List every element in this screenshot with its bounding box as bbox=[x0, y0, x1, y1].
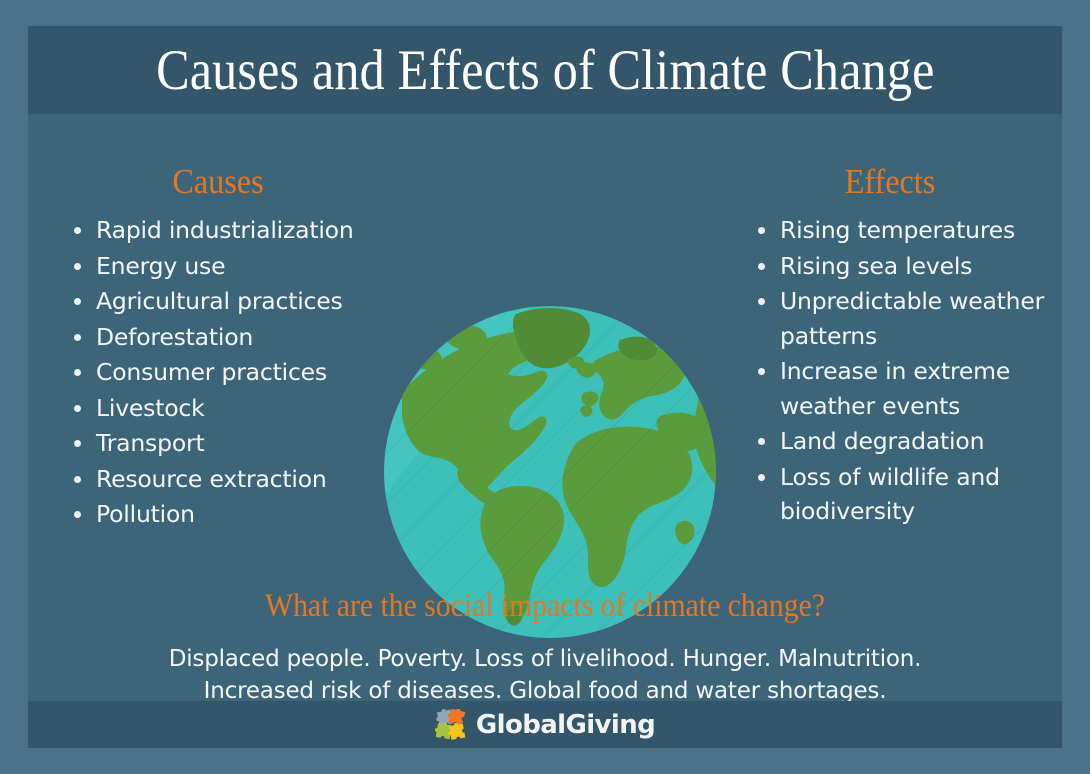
bullet-dot-icon bbox=[758, 438, 765, 445]
list-item-label: Resource extraction bbox=[96, 464, 327, 493]
bullet-dot-icon bbox=[758, 298, 765, 305]
social-impacts-question: What are the social impacts of climate c… bbox=[265, 588, 825, 624]
list-item: Transport bbox=[60, 426, 408, 461]
list-item-label: Energy use bbox=[96, 251, 226, 280]
list-item-label: Rapid industrialization bbox=[96, 216, 354, 244]
title-band: Causes and Effects of Climate Change bbox=[28, 26, 1062, 114]
list-item: Livestock bbox=[60, 391, 408, 426]
bullet-dot-icon bbox=[74, 227, 81, 234]
social-impacts-section: What are the social impacts of climate c… bbox=[28, 564, 1062, 707]
globe-container bbox=[380, 202, 720, 652]
list-item: Unpredictable weather patterns bbox=[744, 284, 1062, 353]
causes-heading: Causes bbox=[172, 162, 264, 201]
list-item-label: Deforestation bbox=[96, 322, 254, 351]
bullet-dot-icon bbox=[74, 404, 81, 412]
bullet-dot-icon bbox=[74, 440, 81, 447]
social-impacts-line-2: Increased risk of diseases. Global food … bbox=[203, 678, 887, 704]
list-item: Resource extraction bbox=[60, 462, 408, 497]
social-impacts-body: Displaced people. Poverty. Loss of livel… bbox=[28, 643, 1062, 707]
effects-heading: Effects bbox=[844, 162, 936, 201]
bullet-dot-icon bbox=[74, 262, 81, 270]
bullet-dot-icon bbox=[74, 475, 81, 483]
list-item-label: Unpredictable weather patterns bbox=[780, 287, 1045, 350]
list-item: Deforestation bbox=[60, 320, 408, 355]
list-item: Increase in extreme weather events bbox=[744, 354, 1062, 423]
social-impacts-line-1: Displaced people. Poverty. Loss of livel… bbox=[168, 646, 922, 672]
list-item: Land degradation bbox=[744, 424, 1062, 459]
list-item: Energy use bbox=[60, 249, 408, 284]
list-item-label: Increase in extreme weather events bbox=[780, 357, 1011, 420]
causes-list: Rapid industrialization Energy use Agric… bbox=[60, 213, 408, 532]
bullet-dot-icon bbox=[74, 369, 81, 376]
list-item-label: Consumer practices bbox=[96, 358, 327, 386]
list-item: Rising temperatures bbox=[744, 213, 1062, 248]
bullet-dot-icon bbox=[74, 511, 81, 518]
effects-column: Effects Rising temperatures Rising sea l… bbox=[718, 114, 1062, 530]
list-item: Rising sea levels bbox=[744, 249, 1062, 284]
footer-band: GlobalGiving bbox=[28, 701, 1062, 748]
columns-container: Causes Rapid industrialization Energy us… bbox=[28, 114, 1062, 638]
infographic-panel: Causes and Effects of Climate Change Cau… bbox=[28, 26, 1062, 748]
list-item-label: Agricultural practices bbox=[96, 287, 343, 315]
bullet-dot-icon bbox=[74, 298, 81, 305]
bullet-dot-icon bbox=[758, 473, 765, 481]
effects-list: Rising temperatures Rising sea levels Un… bbox=[744, 213, 1062, 529]
list-item-label: Land degradation bbox=[780, 427, 985, 455]
list-item-label: Transport bbox=[96, 429, 205, 457]
globalgiving-puzzle-logo-icon bbox=[434, 708, 466, 740]
bullet-dot-icon bbox=[758, 262, 765, 270]
causes-column: Causes Rapid industrialization Energy us… bbox=[28, 114, 408, 533]
list-item: Loss of wildlife and biodiversity bbox=[744, 460, 1062, 529]
bullet-dot-icon bbox=[758, 368, 765, 375]
list-item-label: Rising temperatures bbox=[780, 216, 1016, 244]
list-item-label: Rising sea levels bbox=[780, 251, 973, 280]
globalgiving-wordmark: GlobalGiving bbox=[475, 709, 656, 740]
bullet-dot-icon bbox=[74, 333, 81, 341]
page-title: Causes and Effects of Climate Change bbox=[155, 38, 935, 102]
list-item: Agricultural practices bbox=[60, 284, 408, 319]
list-item: Rapid industrialization bbox=[60, 213, 408, 248]
earth-globe-icon bbox=[384, 306, 716, 638]
list-item-label: Livestock bbox=[96, 393, 205, 422]
list-item: Consumer practices bbox=[60, 355, 408, 390]
list-item-label: Loss of wildlife and biodiversity bbox=[780, 462, 1000, 526]
bullet-dot-icon bbox=[758, 227, 765, 234]
list-item-label: Pollution bbox=[96, 500, 195, 528]
list-item: Pollution bbox=[60, 497, 408, 532]
